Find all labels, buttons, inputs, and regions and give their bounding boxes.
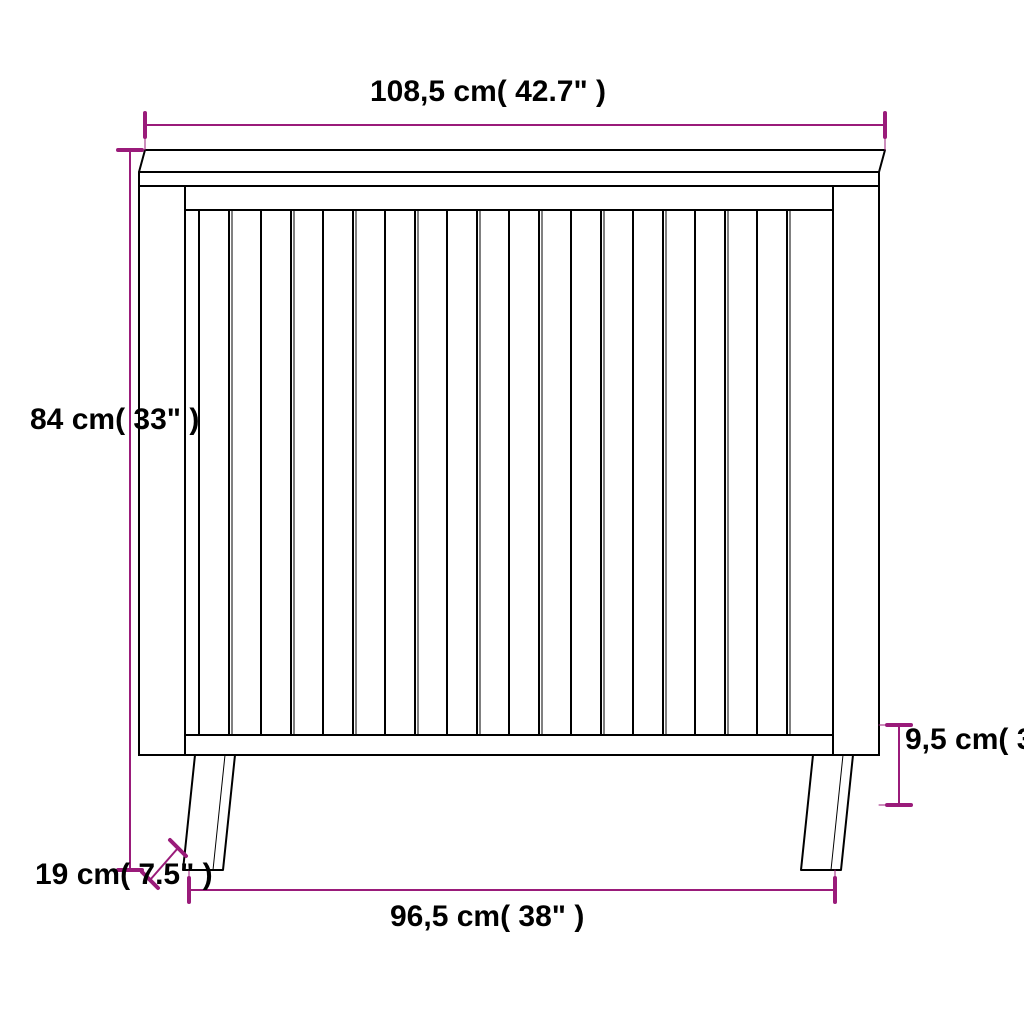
dim-label-gap-right: 9,5 cm( 3.7" ) <box>905 720 1015 759</box>
diagram-stage: 108,5 cm( 42.7" ) 84 cm( 33" ) 19 cm( 7.… <box>0 0 1024 1024</box>
dim-label-height-left: 84 cm( 33" ) <box>30 400 130 439</box>
dim-label-width-top: 108,5 cm( 42.7" ) <box>370 75 606 109</box>
dim-label-inner-width: 96,5 cm( 38" ) <box>390 900 584 934</box>
dim-label-depth: 19 cm( 7.5" ) <box>35 855 155 894</box>
